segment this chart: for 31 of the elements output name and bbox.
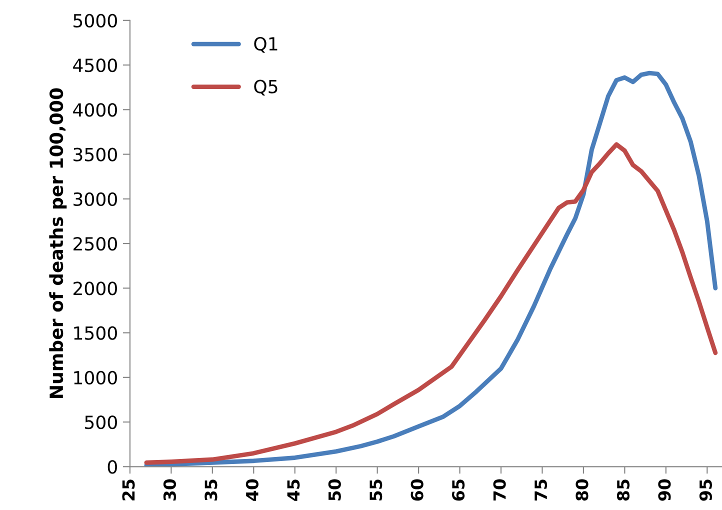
y-tick-label: 4000 <box>73 103 117 117</box>
y-tick-label: 2500 <box>74 236 117 251</box>
x-tick-label: 55 <box>370 480 382 500</box>
y-axis-title: Number of deaths per 100,000 <box>49 88 67 398</box>
y-tick-label: 3000 <box>74 192 117 206</box>
x-tick-label: 40 <box>246 479 258 501</box>
x-tick-label: 35 <box>204 480 218 501</box>
y-tick-label: 500 <box>85 415 117 430</box>
y-tick-label: 0 <box>108 460 117 474</box>
x-tick-label: 70 <box>493 479 506 501</box>
y-tick-label: 4500 <box>73 58 117 72</box>
y-tick-label: 3500 <box>74 148 117 162</box>
y-tick-label: 2000 <box>74 282 117 296</box>
y-tick-label: 5000 <box>74 14 117 28</box>
legend-label: Q1 <box>254 36 278 53</box>
x-tick-label: 65 <box>452 480 465 501</box>
x-tick-label: 75 <box>534 480 548 501</box>
legend-label: Q5 <box>254 80 278 96</box>
x-tick-label: 60 <box>410 479 424 501</box>
y-tick-label: 1000 <box>74 370 117 385</box>
y-tick-label: 1500 <box>74 326 117 340</box>
x-tick-label: 90 <box>658 479 671 501</box>
x-tick-label: 30 <box>163 479 176 501</box>
x-tick-label: 95 <box>699 480 712 501</box>
x-tick-label: 50 <box>328 479 341 500</box>
line-series <box>144 70 718 467</box>
x-tick-label: 45 <box>287 480 300 501</box>
x-tick-label: 85 <box>616 480 630 501</box>
x-tick-label: 80 <box>576 479 588 501</box>
line-series <box>144 142 718 465</box>
x-tick-label: 25 <box>122 480 135 500</box>
